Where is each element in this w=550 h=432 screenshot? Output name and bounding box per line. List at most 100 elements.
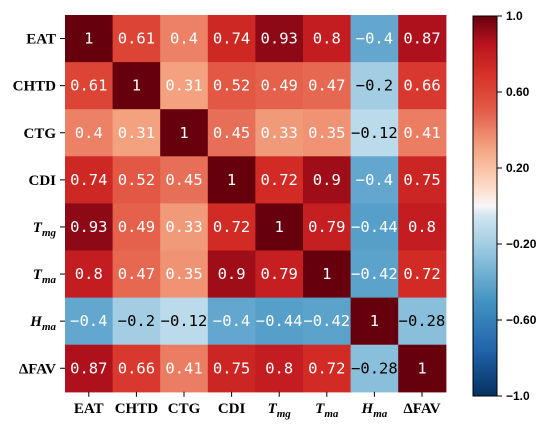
cell-value-label: −0.42 (351, 265, 398, 283)
column-label: CDI (218, 401, 246, 417)
row-label: ΔFAV (19, 361, 56, 377)
cell-value-label: 0.52 (118, 171, 155, 189)
colorbar-gradient (472, 15, 498, 397)
heatmap-cell (303, 62, 352, 110)
heatmap-cell (350, 297, 399, 346)
cell-value-label: 0.35 (308, 124, 345, 142)
heatmap-cell (255, 297, 304, 346)
cell-value-label: 0.31 (118, 124, 155, 142)
row-label: Hma (29, 314, 56, 333)
cell-value-label: 0.72 (403, 265, 440, 283)
heatmap-cell (255, 203, 304, 252)
cell-value-label: 0.9 (313, 171, 341, 189)
cell-value-label: 0.66 (118, 359, 155, 377)
cell-value-label: 0.72 (261, 171, 298, 189)
cell-value-label: 0.61 (118, 30, 155, 48)
cell-value-label: 0.35 (165, 265, 202, 283)
heatmap-cell (255, 109, 304, 157)
heatmap-value-labels: 1 0.61 0.4 0.74 0.93 0.8 −0.4 0.87 0.61 1 0.31 0.52… (70, 30, 445, 378)
heatmap-cell (65, 203, 114, 252)
heatmap-cell (303, 15, 352, 63)
heatmap-cell (160, 156, 209, 204)
cell-value-label: 0.33 (165, 218, 202, 236)
cell-value-label: −0.4 (356, 30, 393, 48)
cell-value-label: 0.47 (118, 265, 155, 283)
heatmap-cell (398, 109, 447, 157)
cell-value-label: −0.2 (356, 77, 393, 95)
column-label: CTG (168, 401, 201, 417)
heatmap-cell (207, 297, 256, 346)
cell-value-label: −0.28 (399, 312, 446, 330)
heatmap-cell (255, 344, 304, 393)
cell-value-label: −0.44 (256, 312, 303, 330)
heatmap-cell (207, 109, 256, 157)
column-labels: EAT CHTD CTG CDI Tmg Tma Hma ΔFAV (74, 391, 441, 420)
heatmap-cell (398, 156, 447, 204)
cell-value-label: 0.33 (261, 124, 298, 142)
heatmap-cell (112, 203, 161, 252)
cell-value-label: 0.72 (308, 359, 345, 377)
row-labels: EAT CHTD CTG CDI Tmg Tma Hma ΔFAV (13, 32, 65, 377)
cell-value-label: 0.74 (213, 30, 250, 48)
heatmap-cell (207, 15, 256, 63)
heatmap-cell (112, 109, 161, 157)
heatmap-cell (350, 156, 399, 204)
colorbar-tick-label: −0.20 (506, 237, 537, 251)
heatmap-cell (112, 250, 161, 299)
heatmap-cell (160, 15, 209, 63)
heatmap-cell (398, 250, 447, 299)
heatmap-cell (65, 109, 114, 157)
heatmap-cell (65, 62, 114, 110)
cell-value-label: 0.66 (403, 77, 440, 95)
cell-value-label: 0.72 (213, 218, 250, 236)
cell-value-label: −0.4 (213, 312, 250, 330)
column-label: CHTD (115, 401, 159, 417)
heatmap-cell (350, 15, 399, 63)
cell-value-label: 0.79 (261, 265, 298, 283)
heatmap-cell (398, 62, 447, 110)
cell-value-label: 0.45 (213, 124, 250, 142)
heatmap-cell (65, 297, 114, 346)
column-label: Tma (315, 401, 339, 420)
cell-value-label: 0.52 (213, 77, 250, 95)
heatmap-cell (207, 156, 256, 204)
column-label: EAT (74, 401, 104, 417)
heatmap-cell (255, 62, 304, 110)
row-label: Tma (33, 267, 57, 286)
cell-value-label: 0.74 (70, 171, 107, 189)
cell-value-label: 0.41 (403, 124, 440, 142)
cell-value-label: −0.44 (351, 218, 398, 236)
cell-value-label: 0.9 (218, 265, 246, 283)
cell-value-label: 0.8 (265, 359, 293, 377)
cell-value-label: 1 (322, 265, 331, 283)
cell-value-label: 0.87 (403, 30, 440, 48)
cell-value-label: 1 (84, 30, 93, 48)
heatmap-cell (160, 62, 209, 110)
heatmap-cell (303, 250, 352, 299)
cell-value-label: 0.8 (408, 218, 436, 236)
heatmap-cell (207, 203, 256, 252)
column-label: ΔFAV (403, 401, 440, 417)
cell-value-label: 0.49 (261, 77, 298, 95)
row-label: CTG (23, 126, 56, 142)
cell-value-label: 1 (227, 171, 236, 189)
cell-value-label: −0.42 (303, 312, 350, 330)
cell-value-label: 0.4 (170, 30, 198, 48)
cell-value-label: −0.2 (118, 312, 155, 330)
cell-value-label: 0.79 (308, 218, 345, 236)
heatmap-cell (160, 297, 209, 346)
column-label: Tmg (268, 401, 292, 420)
cell-value-label: 0.41 (165, 359, 202, 377)
cell-value-label: 0.8 (75, 265, 103, 283)
heatmap-cell (350, 109, 399, 157)
cell-value-label: 0.93 (70, 218, 107, 236)
colorbar-tick-label: 0.20 (506, 161, 530, 175)
cell-value-label: −0.12 (161, 312, 208, 330)
cell-value-label: 0.47 (308, 77, 345, 95)
heatmap-cell (398, 297, 447, 346)
heatmap-cell (160, 344, 209, 393)
heatmap-cell (207, 344, 256, 393)
row-label: Tmg (33, 220, 57, 239)
